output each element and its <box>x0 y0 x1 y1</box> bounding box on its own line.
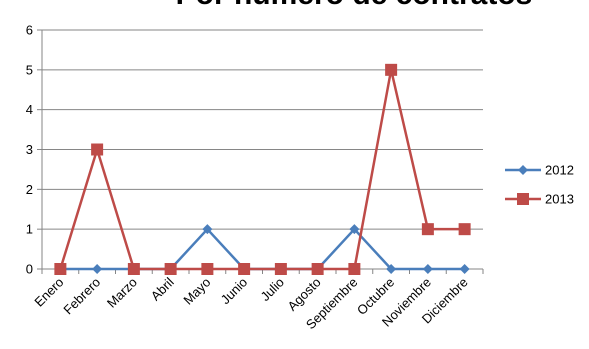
data-point <box>458 223 471 236</box>
data-point <box>421 223 434 236</box>
y-tick-label: 1 <box>26 222 33 237</box>
legend: 2012 2013 <box>505 163 574 207</box>
series-1 <box>54 63 471 275</box>
data-point <box>348 263 361 275</box>
data-point <box>202 224 213 235</box>
gridlines <box>42 29 483 230</box>
y-tick-label: 2 <box>26 182 33 197</box>
series-group <box>54 63 471 275</box>
data-point <box>127 263 140 275</box>
x-tick-label: Abril <box>148 274 177 303</box>
data-point <box>311 263 324 275</box>
legend-item: 2012 <box>505 163 574 178</box>
data-point <box>518 165 528 175</box>
data-point <box>164 263 177 275</box>
data-point <box>349 224 360 235</box>
x-tick-label: Julio <box>257 275 287 305</box>
legend-label: 2013 <box>545 192 574 207</box>
data-point <box>274 263 287 275</box>
chart-title: Por número de contratos <box>176 0 533 11</box>
data-point <box>459 264 470 274</box>
legend-label: 2012 <box>545 163 574 178</box>
series-line <box>60 227 465 271</box>
data-point <box>92 264 103 274</box>
series-line <box>59 68 465 271</box>
y-tick-label: 3 <box>26 142 33 157</box>
data-point <box>91 143 104 156</box>
y-tick-label: 6 <box>26 23 33 38</box>
data-point <box>386 264 397 274</box>
x-tick-label: Mayo <box>180 275 213 308</box>
legend-item: 2013 <box>505 192 574 207</box>
data-point <box>422 264 433 274</box>
series-0 <box>55 224 470 274</box>
x-tick-label: Marzo <box>104 275 140 311</box>
y-tick-label: 0 <box>26 262 33 277</box>
data-point <box>385 63 398 76</box>
y-tick-label: 5 <box>26 62 33 77</box>
data-point <box>201 263 214 275</box>
y-tick-label: 4 <box>26 102 33 117</box>
y-axis-ticks: 0 1 2 3 4 5 6 <box>26 23 33 277</box>
x-tick-label: Enero <box>31 275 66 310</box>
data-point <box>517 193 529 205</box>
x-tick-label: Febrero <box>60 275 103 318</box>
data-point <box>54 263 67 275</box>
x-tick-label: Junio <box>218 275 251 308</box>
axes <box>37 29 484 274</box>
data-point <box>238 263 251 275</box>
